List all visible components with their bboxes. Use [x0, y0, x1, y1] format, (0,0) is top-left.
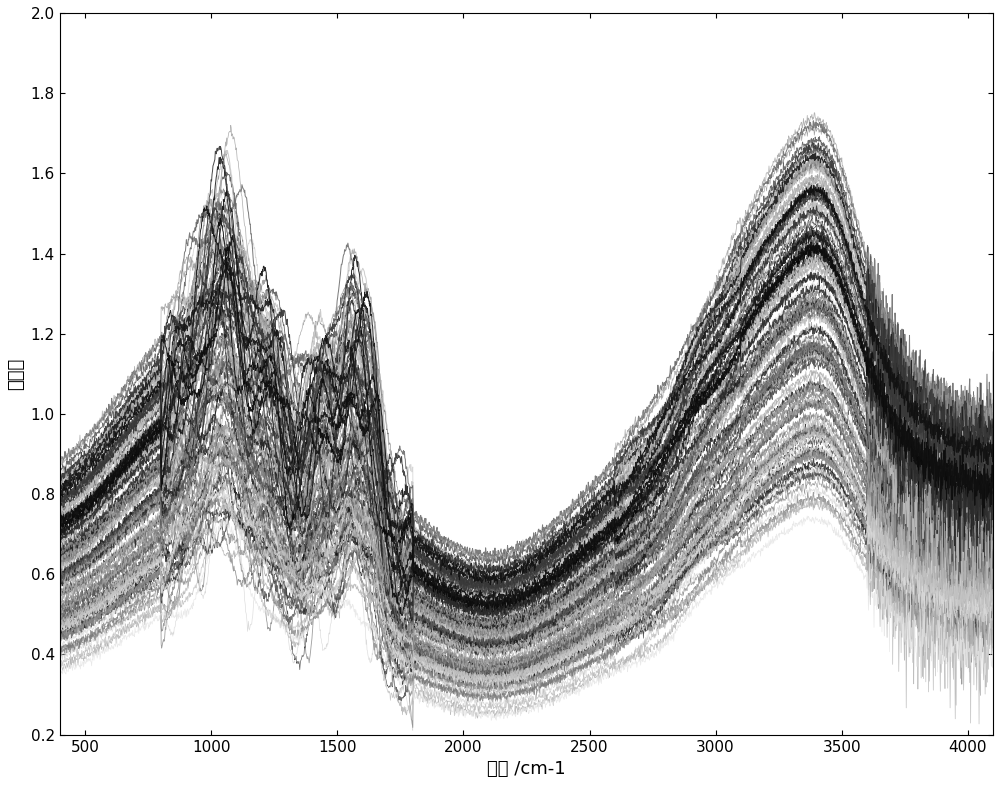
X-axis label: 波数 /cm-1: 波数 /cm-1 [487, 760, 566, 778]
Y-axis label: 吸光度: 吸光度 [7, 358, 25, 390]
